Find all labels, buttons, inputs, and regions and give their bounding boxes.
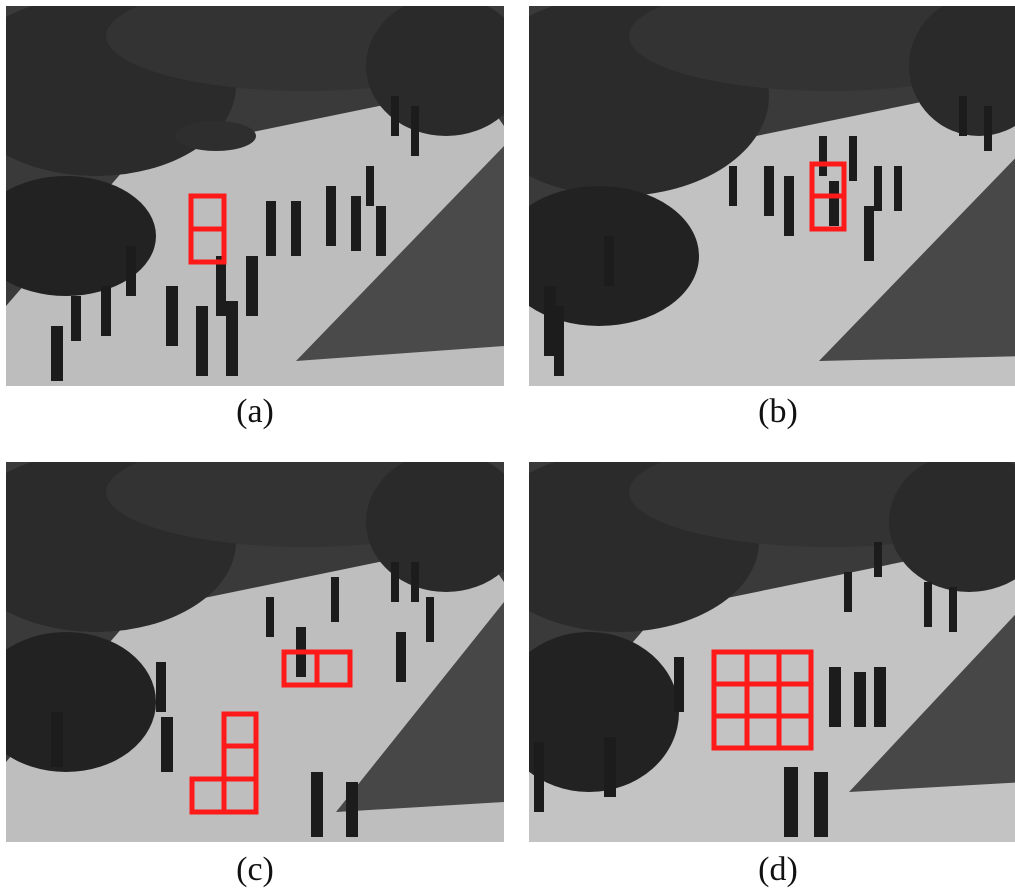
scene-a [6,6,504,386]
detections-a [188,193,227,265]
detection-box [711,681,750,719]
detection-box [188,193,227,232]
detection-box [776,713,814,751]
detection-box [809,193,847,232]
detections-b [809,161,847,232]
detections-c [189,649,353,815]
detection-box [776,681,814,719]
detection-box [776,649,814,687]
caption-c: (c) [236,851,274,888]
caption-d: (d) [758,851,798,888]
detection-box [221,776,259,815]
detection-box [281,649,320,688]
caption-b: (b) [758,393,798,430]
detection-box [189,776,227,815]
panel-a [6,6,504,386]
detection-box [221,743,259,782]
detection-box [711,713,750,751]
scene-d [529,462,1015,842]
scene-b [529,6,1015,386]
panel-d [529,462,1015,842]
detection-box [221,711,259,749]
scene-c [6,462,504,842]
detection-box [314,649,353,688]
detection-box [744,681,782,719]
detection-box [711,649,750,687]
detection-box [744,649,782,687]
detection-box [744,713,782,751]
panel-b [529,6,1015,386]
detection-box [188,226,227,265]
detection-box [809,161,847,199]
detections-d [711,649,814,751]
caption-a: (a) [236,393,274,430]
